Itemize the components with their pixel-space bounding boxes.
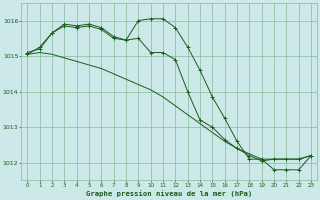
- X-axis label: Graphe pression niveau de la mer (hPa): Graphe pression niveau de la mer (hPa): [86, 190, 252, 197]
